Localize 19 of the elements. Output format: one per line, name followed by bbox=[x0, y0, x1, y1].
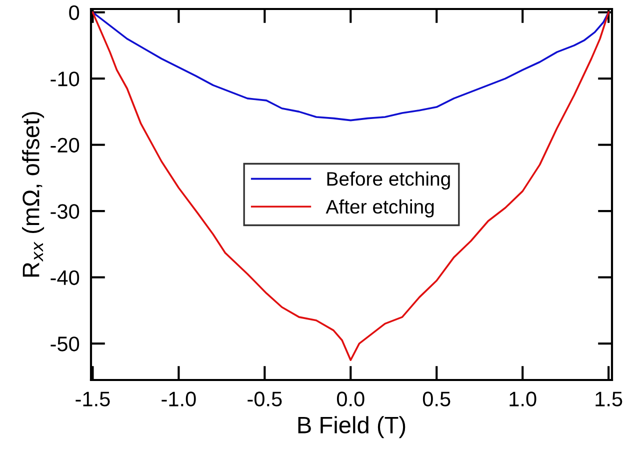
legend-label: Before etching bbox=[327, 172, 450, 190]
y-tick-label: -50 bbox=[50, 336, 80, 352]
x-tick-label: -1.0 bbox=[162, 392, 196, 406]
y-tick-label: -40 bbox=[50, 270, 80, 286]
x-tick-label: 0.5 bbox=[422, 392, 450, 406]
y-tick-label: -10 bbox=[50, 72, 80, 86]
line-series bbox=[92, 11, 610, 362]
x-tick-label: -0.5 bbox=[248, 392, 282, 406]
y-axis-title: R$_{xx}$ (mΩ, offset) bbox=[22, 112, 44, 277]
x-tick-label: -1.5 bbox=[76, 392, 110, 406]
y-tick-label: 0 bbox=[69, 5, 80, 20]
line-series bbox=[92, 11, 610, 122]
x-axis-title: B Field (T) bbox=[298, 416, 406, 438]
x-tick-label: 0.0 bbox=[336, 392, 364, 406]
x-tick-label: 1.5 bbox=[596, 392, 622, 406]
y-tick-label: -20 bbox=[50, 138, 80, 153]
legend-label: After etching bbox=[326, 199, 434, 218]
x-tick-label: 1.0 bbox=[510, 392, 536, 406]
y-tick-label: -30 bbox=[50, 204, 80, 219]
